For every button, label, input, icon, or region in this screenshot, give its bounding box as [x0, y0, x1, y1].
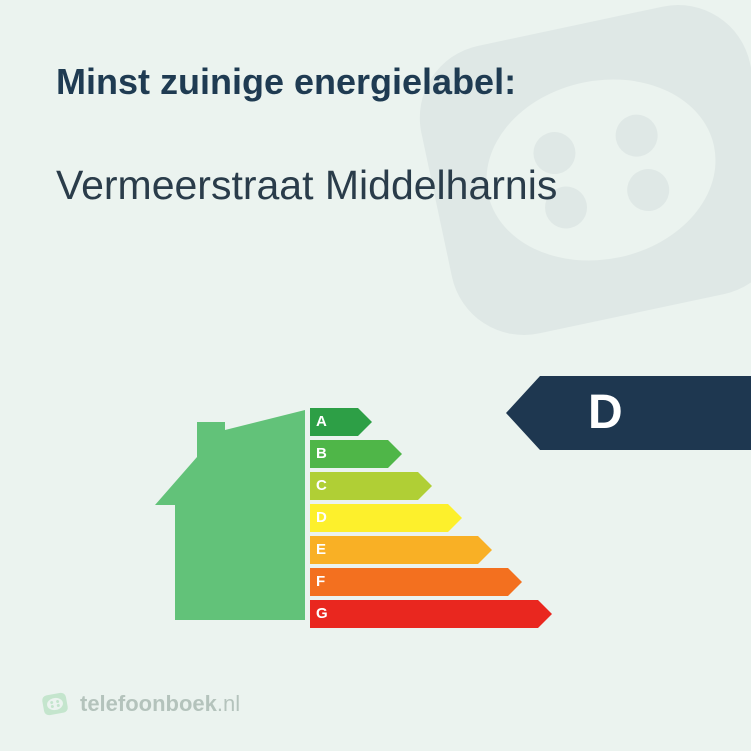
page-title: Minst zuinige energielabel:: [56, 60, 695, 103]
footer-brand-text: telefoonboek.nl: [80, 691, 240, 717]
content-area: Minst zuinige energielabel: Vermeerstraa…: [0, 0, 751, 210]
energy-bar-label: G: [316, 600, 328, 628]
energy-bar-g: G: [310, 600, 610, 628]
footer-brand: telefoonboek.nl: [40, 689, 240, 719]
energy-bar-e: E: [310, 536, 610, 564]
energy-bar-d: D: [310, 504, 610, 532]
energy-bar-f: F: [310, 568, 610, 596]
energy-bar-label: C: [316, 472, 327, 500]
footer-brand-bold: telefoonboek: [80, 691, 217, 716]
energy-bar-label: E: [316, 536, 326, 564]
telefoonboek-logo-icon: [40, 689, 70, 719]
footer-brand-suffix: .nl: [217, 691, 240, 716]
energy-bar-c: C: [310, 472, 610, 500]
energy-rating-indicator: D: [506, 376, 751, 450]
energy-bar-label: F: [316, 568, 325, 596]
energy-rating-letter: D: [588, 376, 623, 450]
page-subtitle: Vermeerstraat Middelharnis: [56, 161, 695, 210]
energy-bar-label: B: [316, 440, 327, 468]
house-icon: [155, 410, 305, 620]
energy-bar-label: A: [316, 408, 327, 436]
energy-bar-label: D: [316, 504, 327, 532]
